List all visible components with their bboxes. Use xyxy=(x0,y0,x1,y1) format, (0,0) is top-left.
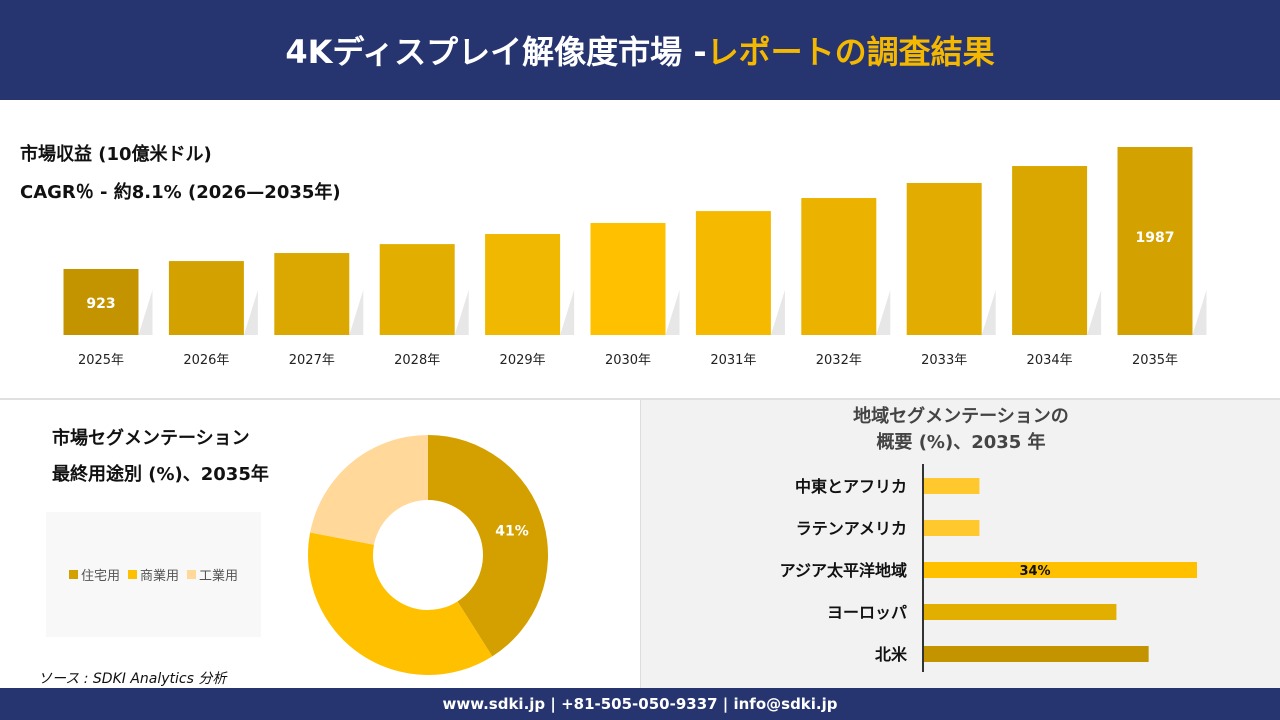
bar-2027年 xyxy=(274,253,350,335)
data-label: 1987 xyxy=(1136,230,1175,246)
bar-2035年 xyxy=(1117,147,1193,335)
bar-shadow xyxy=(138,290,153,335)
bar-shadow xyxy=(243,290,258,335)
x-tick-label: 2025年 xyxy=(78,353,124,368)
segment-title-1: 市場セグメンテーション xyxy=(52,428,250,449)
region-title-2: 概要 (%)、2035 年 xyxy=(876,432,1046,453)
bar-shadow xyxy=(349,290,364,335)
title-accent: レポートの調査結果 xyxy=(706,33,995,71)
legend-label: 住宅用 xyxy=(80,569,120,584)
bar-shadow xyxy=(665,290,680,335)
bar-shadow xyxy=(1192,290,1207,335)
x-tick-label: 2031年 xyxy=(710,353,756,368)
bar-2034年 xyxy=(1012,166,1088,335)
donut-label: 41% xyxy=(495,524,529,540)
x-tick-label: 2030年 xyxy=(605,353,651,368)
x-tick-label: 2029年 xyxy=(500,353,546,368)
bar-2029年 xyxy=(485,234,561,335)
legend-label: 商業用 xyxy=(139,569,179,584)
region-label: ラテンアメリカ xyxy=(796,519,907,538)
legend-item: 工業用 xyxy=(187,565,238,584)
x-tick-label: 2028年 xyxy=(394,353,440,368)
bar-2026年 xyxy=(168,261,244,335)
x-tick-label: 2027年 xyxy=(289,353,335,368)
title-main: 4Kディスプレイ解像度市場 - xyxy=(285,33,707,71)
region-label: 中東とアフリカ xyxy=(795,477,907,496)
footer-contact: www.sdki.jp | +81-505-050-9337 | info@sd… xyxy=(0,688,1280,720)
donut-slice-工業用 xyxy=(310,435,428,545)
bar-2028年 xyxy=(379,244,455,335)
region-bar-3 xyxy=(923,604,1117,620)
bar-2031年 xyxy=(695,211,771,335)
bar-2033年 xyxy=(906,182,982,335)
region-label: ヨーロッパ xyxy=(827,603,907,622)
region-title-1: 地域セグメンテーションの xyxy=(853,406,1069,427)
legend-item: 住宅用 xyxy=(68,565,120,584)
cagr-text: CAGR％ - 約8.1% (2026—2035年) xyxy=(20,182,341,203)
end-use-donut-chart: 41% xyxy=(308,435,548,675)
region-bar-4 xyxy=(923,646,1149,662)
x-tick-label: 2026年 xyxy=(183,353,229,368)
bar-shadow xyxy=(1087,290,1102,335)
region-bar-0 xyxy=(923,478,980,494)
bar-shadow xyxy=(770,290,785,335)
bar-shadow xyxy=(560,290,575,335)
legend-swatch xyxy=(68,570,78,579)
revenue-title: 市場収益 (10億米ドル) xyxy=(20,144,212,165)
bar-shadow xyxy=(981,290,996,335)
bar-shadow xyxy=(454,290,469,335)
legend-item: 商業用 xyxy=(127,565,179,584)
legend-label: 工業用 xyxy=(199,569,239,584)
donut-slice-商業用 xyxy=(308,532,493,675)
end-use-section: 市場セグメンテーション 最終用途別 (%)、2035年 住宅用 商業用 工業用 41… xyxy=(0,398,640,688)
revenue-bar-chart: 2025年 923 2026年 2027年 2028年 2029年 2030年 2031年 20… xyxy=(63,147,1207,368)
legend-swatch xyxy=(127,570,137,579)
bar-2030年 xyxy=(590,223,666,335)
x-tick-label: 2034年 xyxy=(1027,353,1073,368)
x-tick-label: 2035年 xyxy=(1132,353,1178,368)
data-label: 923 xyxy=(86,296,115,312)
header-banner: 4Kディスプレイ解像度市場 - レポートの調査結果 xyxy=(0,0,1280,100)
source-note: ソース : SDKI Analytics 分析 xyxy=(38,671,227,687)
region-label: 北米 xyxy=(875,645,908,664)
region-bar-2 xyxy=(923,562,1197,578)
donut-slice-住宅用 xyxy=(428,435,548,657)
region-bar-1 xyxy=(923,520,980,536)
region-label: アジア太平洋地域 xyxy=(780,561,907,580)
bar-shadow xyxy=(876,290,891,335)
x-tick-label: 2032年 xyxy=(816,353,862,368)
region-data-label: 34% xyxy=(1019,564,1050,579)
donut-legend: 住宅用 商業用 工業用 xyxy=(46,512,261,637)
legend-swatch xyxy=(187,570,196,579)
bar-2025年 xyxy=(63,268,139,335)
x-tick-label: 2033年 xyxy=(921,353,967,368)
bar-2032年 xyxy=(801,198,877,335)
region-section: 地域セグメンテーションの 概要 (%)、2035 年 中東とアフリカ ラテンアメリ… xyxy=(640,398,1280,688)
region-title: 地域セグメンテーションの 概要 (%)、2035 年 xyxy=(641,404,1280,456)
segment-title-2: 最終用途別 (%)、2035年 xyxy=(52,464,269,485)
